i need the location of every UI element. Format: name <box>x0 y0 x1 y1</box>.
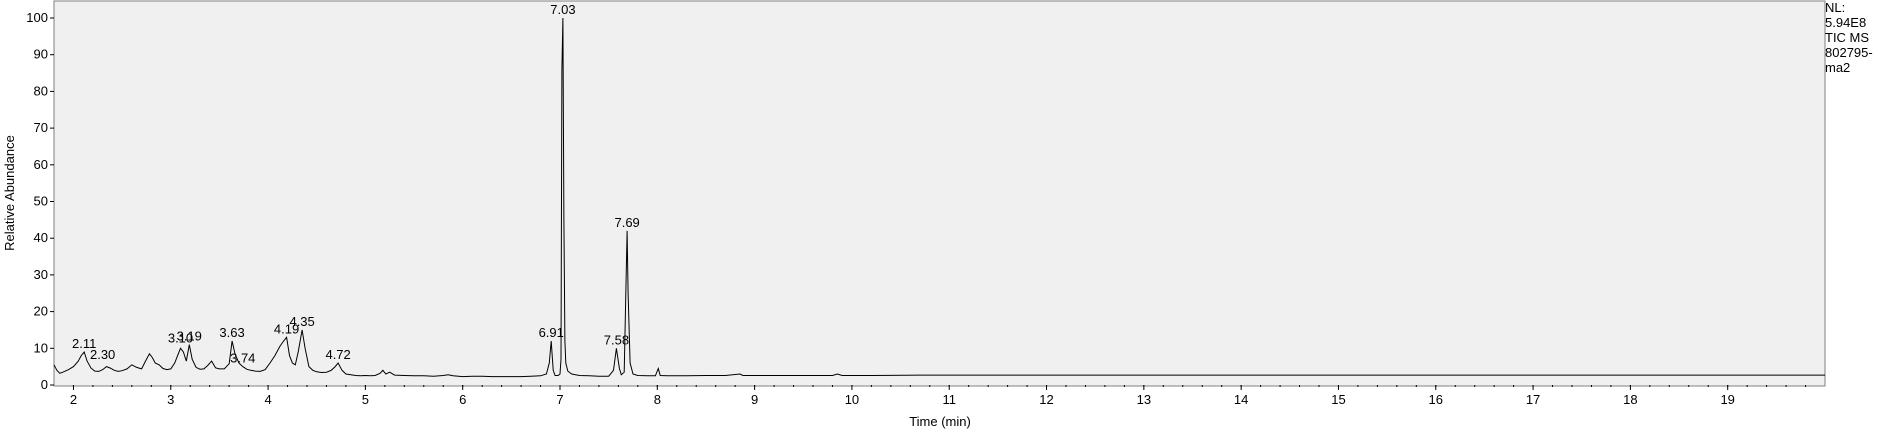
peak-label: 3.74 <box>230 351 255 366</box>
x-tick-label: 18 <box>1623 392 1637 407</box>
x-tick-label: 2 <box>70 392 77 407</box>
x-tick-label: 12 <box>1039 392 1053 407</box>
y-tick-label: 40 <box>34 230 48 245</box>
info-scan-type: TIC MS <box>1825 30 1870 45</box>
x-axis-ticks: 2 3 4 5 6 7 8 9 10 11 12 13 14 15 16 17 18 19 <box>70 385 1807 407</box>
x-tick-label: 13 <box>1137 392 1151 407</box>
peak-label: 7.58 <box>604 332 629 347</box>
y-tick-label: 70 <box>34 120 48 135</box>
x-tick-label: 6 <box>459 392 466 407</box>
x-tick-label: 5 <box>362 392 369 407</box>
peak-label: 3.63 <box>219 325 244 340</box>
y-tick-label: 20 <box>34 304 48 319</box>
peak-label: 7.03 <box>550 2 575 17</box>
info-nl-label: NL: <box>1825 0 1846 15</box>
peak-labels: 2.112.30 3.103.19 3.63 3.74 4.194.35 4.72 6.91… <box>72 2 640 366</box>
y-tick-label: 80 <box>34 83 48 98</box>
peak-label: 2.11 <box>72 336 96 351</box>
peak-label: 2.30 <box>90 347 115 362</box>
y-tick-label: 30 <box>34 267 48 282</box>
peak-label: 3.10 <box>168 330 193 345</box>
y-axis-ticks: 0 10 20 30 40 50 60 70 80 90 100 <box>26 10 54 392</box>
tic-trace-line <box>53 17 1825 378</box>
x-axis-title: Time (min) <box>909 414 971 429</box>
x-tick-label: 15 <box>1331 392 1345 407</box>
x-tick-label: 3 <box>167 392 174 407</box>
peak-label: 6.91 <box>539 325 564 340</box>
y-tick-label: 100 <box>26 10 48 25</box>
peak-label: 4.35 <box>289 314 314 329</box>
x-tick-label: 10 <box>845 392 859 407</box>
x-tick-label: 17 <box>1526 392 1540 407</box>
y-tick-label: 0 <box>41 377 48 392</box>
peak-label: 4.19 <box>274 321 299 336</box>
peak-label: 7.69 <box>614 215 639 230</box>
x-tick-label: 14 <box>1234 392 1248 407</box>
y-tick-label: 60 <box>34 157 48 172</box>
info-file-suffix: ma2 <box>1825 60 1851 75</box>
x-tick-label: 11 <box>942 392 956 407</box>
info-nl-value: 5.94E8 <box>1825 15 1867 30</box>
x-tick-label: 8 <box>654 392 661 407</box>
x-tick-label: 9 <box>751 392 758 407</box>
info-file-name: 802795- <box>1825 45 1873 60</box>
info-panel: NL: 5.94E8 TIC MS 802795- ma2 <box>1825 0 1878 75</box>
plot-area <box>53 0 1826 387</box>
y-axis-title: Relative Abundance <box>2 135 17 251</box>
peak-label: 4.72 <box>325 347 350 362</box>
x-tick-label: 4 <box>264 392 271 407</box>
y-tick-label: 10 <box>34 340 48 355</box>
y-tick-label: 90 <box>34 47 48 62</box>
x-tick-label: 16 <box>1429 392 1443 407</box>
x-tick-label: 7 <box>556 392 563 407</box>
y-tick-label: 50 <box>34 194 48 209</box>
peak-label: 3.19 <box>177 329 202 344</box>
x-tick-label: 19 <box>1720 392 1734 407</box>
